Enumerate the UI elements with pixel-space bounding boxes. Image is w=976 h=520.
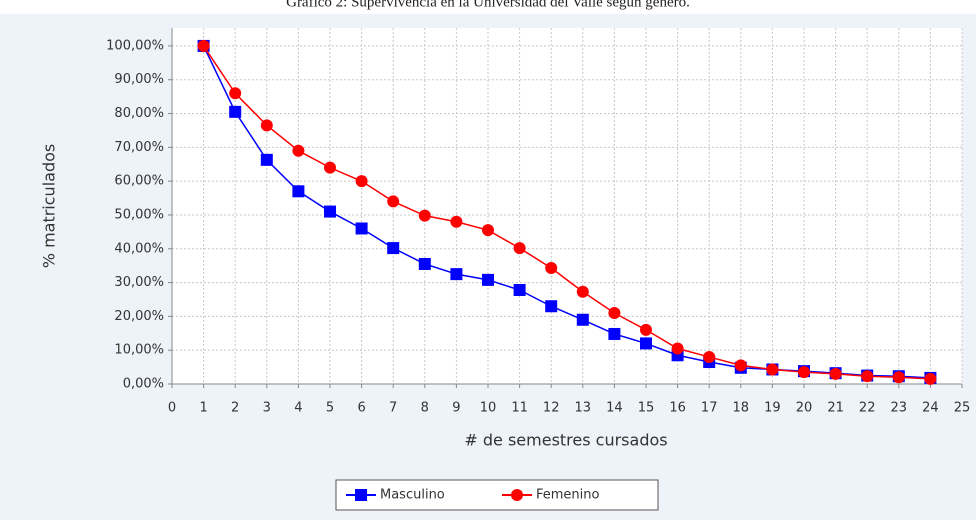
x-tick-label: 2 [231,401,239,416]
marker [576,313,589,326]
x-tick-label: 25 [954,401,971,416]
y-tick-label: 10,00% [114,343,164,358]
marker [766,363,779,376]
y-tick-label: 100,00% [106,38,164,53]
marker [418,209,431,222]
x-tick-label: 24 [922,401,939,416]
y-tick-label: 30,00% [114,275,164,290]
legend-box [335,479,659,511]
marker [260,153,273,166]
marker [387,242,400,255]
marker [924,372,937,385]
y-tick-label: 60,00% [114,174,164,189]
marker [355,489,367,501]
marker [513,242,526,255]
marker [292,144,305,157]
marker [418,257,431,270]
x-tick-label: 15 [638,401,655,416]
plot-area [172,28,962,384]
x-tick-label: 21 [827,401,844,416]
x-tick-label: 0 [168,401,176,416]
x-tick-label: 17 [701,401,718,416]
x-tick-label: 4 [294,401,302,416]
marker [640,337,652,350]
marker [513,284,526,297]
marker [229,105,242,118]
x-tick-label: 1 [199,401,207,416]
y-tick-label: 20,00% [114,309,164,324]
marker [324,205,336,218]
legend-label: Femenino [536,488,600,503]
y-tick-label: 70,00% [114,140,164,155]
x-tick-label: 8 [421,401,429,416]
marker [450,215,463,228]
marker [734,359,747,372]
x-tick-label: 7 [389,401,397,416]
marker [829,367,842,380]
y-tick-label: 0,00% [123,377,164,392]
x-tick-label: 3 [263,401,271,416]
x-tick-label: 16 [669,401,686,416]
x-tick-label: 5 [326,401,334,416]
x-tick-label: 10 [480,401,497,416]
y-tick-label: 80,00% [114,106,164,121]
marker [671,342,684,355]
x-tick-label: 20 [796,401,813,416]
marker [640,323,652,336]
marker [260,119,273,132]
x-tick-label: 6 [357,401,365,416]
marker [545,262,558,275]
marker [511,489,523,501]
marker [892,371,905,384]
marker [229,87,242,100]
chart-title: Gráfico 2: Supervivencia en la Universid… [286,0,690,10]
legend-label: Masculino [380,488,445,503]
x-tick-label: 13 [575,401,592,416]
marker [482,224,494,237]
y-tick-label: 90,00% [114,72,164,87]
marker [608,327,621,340]
x-tick-label: 14 [606,401,623,416]
marker [355,222,368,235]
marker [324,161,336,174]
marker [355,175,368,188]
marker [482,273,494,286]
x-tick-label: 9 [452,401,460,416]
marker [608,307,621,320]
marker [197,39,210,52]
marker [861,370,874,383]
x-tick-label: 12 [543,401,560,416]
marker [450,268,463,281]
y-axis-label: % matriculados [40,144,59,268]
y-tick-label: 50,00% [114,207,164,222]
marker [798,366,810,379]
x-tick-label: 23 [891,401,908,416]
x-tick-label: 11 [511,401,528,416]
x-tick-label: 22 [859,401,876,416]
x-axis-label: # de semestres cursados [464,431,667,450]
marker [292,185,305,198]
x-tick-label: 19 [764,401,781,416]
marker [387,195,400,208]
marker [545,300,558,313]
y-tick-label: 40,00% [114,241,164,256]
x-tick-label: 18 [733,401,750,416]
legend: Masculino Femenino [335,479,659,511]
marker [703,350,716,363]
marker [576,285,589,298]
